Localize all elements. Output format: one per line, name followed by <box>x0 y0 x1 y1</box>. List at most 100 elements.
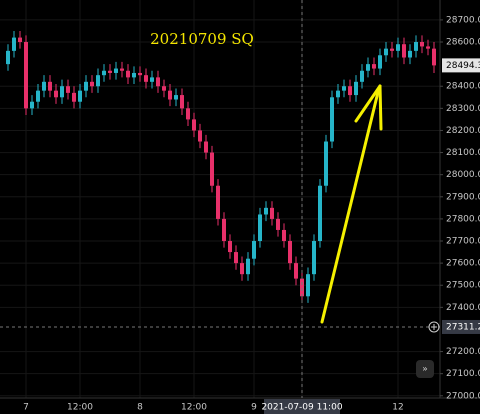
y-tick-label: 28600.0 <box>446 38 480 48</box>
svg-text:»: » <box>422 365 428 375</box>
candle-body <box>48 81 52 91</box>
candle-body <box>336 90 340 98</box>
y-tick-label: 28300.0 <box>446 104 480 114</box>
candle-body <box>366 64 370 71</box>
candle-body <box>330 97 334 142</box>
candles <box>6 30 436 303</box>
candle-body <box>384 48 388 56</box>
candle-body <box>282 229 286 242</box>
candle-body <box>156 77 160 87</box>
y-tick-label: 27200.0 <box>446 347 480 357</box>
candle-body <box>228 241 232 253</box>
candle-body <box>378 55 382 69</box>
candle-body <box>234 252 238 264</box>
candle-body <box>114 68 118 73</box>
candle-body <box>342 86 346 91</box>
last-price-label: 28494.3 <box>446 61 480 71</box>
crosshair-price-label: 27311.2 <box>446 322 480 332</box>
crosshair-time-label: 2021-07-09 11:00 <box>261 403 342 413</box>
candle-body <box>426 46 430 49</box>
last-price-box <box>442 58 480 73</box>
y-tick-label: 27500.0 <box>446 281 480 291</box>
candle-body <box>222 218 226 242</box>
candle-body <box>294 263 298 279</box>
scroll-button[interactable]: » <box>416 360 434 378</box>
candle-body <box>288 241 292 264</box>
add-alert-button[interactable] <box>428 321 440 333</box>
x-tick-label: 12 <box>392 403 403 413</box>
candle-body <box>192 119 196 131</box>
x-tick-label: 7 <box>23 403 29 413</box>
candle-body <box>24 42 28 109</box>
candle-body <box>78 90 82 102</box>
candle-body <box>30 101 34 109</box>
candle-body <box>396 44 400 51</box>
candle-body <box>348 86 352 96</box>
y-tick-label: 27600.0 <box>446 259 480 269</box>
y-tick-label: 27900.0 <box>446 192 480 202</box>
candle-body <box>72 92 76 102</box>
candle-body <box>174 95 178 100</box>
candle-body <box>132 72 136 78</box>
x-tick-label: 12:00 <box>181 403 207 413</box>
candle-body <box>210 152 214 186</box>
candle-body <box>144 75 148 82</box>
y-tick-label: 28700.0 <box>446 15 480 25</box>
add-alert-icon <box>431 323 437 330</box>
candle-body <box>432 48 436 66</box>
y-tick-label: 28200.0 <box>446 126 480 136</box>
candle-body <box>240 263 244 275</box>
candle-body <box>246 258 250 275</box>
x-tick-label: 9 <box>251 403 257 413</box>
candle-body <box>96 75 100 87</box>
candle-body <box>204 141 208 153</box>
candle-body <box>252 241 256 259</box>
candle-body <box>54 90 58 98</box>
candle-body <box>90 81 94 87</box>
candle-body <box>36 90 40 102</box>
candle-body <box>258 214 262 242</box>
annotation-arrow <box>320 84 383 324</box>
candle-body <box>198 130 202 142</box>
candle-body <box>168 90 172 100</box>
y-tick-label: 27400.0 <box>446 303 480 313</box>
x-tick-label: 12:00 <box>67 403 93 413</box>
candle-body <box>150 77 154 82</box>
candle-body <box>264 207 268 215</box>
y-tick-label: 28000.0 <box>446 170 480 180</box>
candle-body <box>18 37 22 43</box>
candle-body <box>360 70 364 82</box>
candle-body <box>102 70 106 76</box>
candle-body <box>306 274 310 297</box>
x-tick-label: 8 <box>137 403 143 413</box>
candle-body <box>162 86 166 91</box>
candle-body <box>270 207 274 219</box>
candle-body <box>60 86 64 98</box>
y-tick-label: 27000.0 <box>446 391 480 401</box>
y-tick-label: 27100.0 <box>446 369 480 379</box>
crosshair-price-box <box>442 319 480 334</box>
chart-title: 20210709 SQ <box>150 30 254 48</box>
candle-body <box>354 81 358 96</box>
candle-body <box>216 185 220 219</box>
candle-body <box>324 141 328 186</box>
candle-body <box>138 72 142 76</box>
candle-body <box>402 44 406 58</box>
candle-body <box>66 86 70 93</box>
candle-body <box>276 218 280 230</box>
candle-body <box>312 241 316 275</box>
candle-body <box>84 81 88 91</box>
candle-body <box>42 81 46 91</box>
candle-body <box>6 50 10 65</box>
candle-body <box>180 95 184 109</box>
y-tick-label: 27800.0 <box>446 214 480 224</box>
candle-body <box>108 70 112 73</box>
candle-body <box>414 42 418 51</box>
candle-body <box>390 48 394 51</box>
y-tick-label: 28100.0 <box>446 148 480 158</box>
candle-body <box>120 68 124 71</box>
y-tick-label: 27700.0 <box>446 237 480 247</box>
candle-body <box>186 108 190 120</box>
candle-body <box>300 278 304 297</box>
